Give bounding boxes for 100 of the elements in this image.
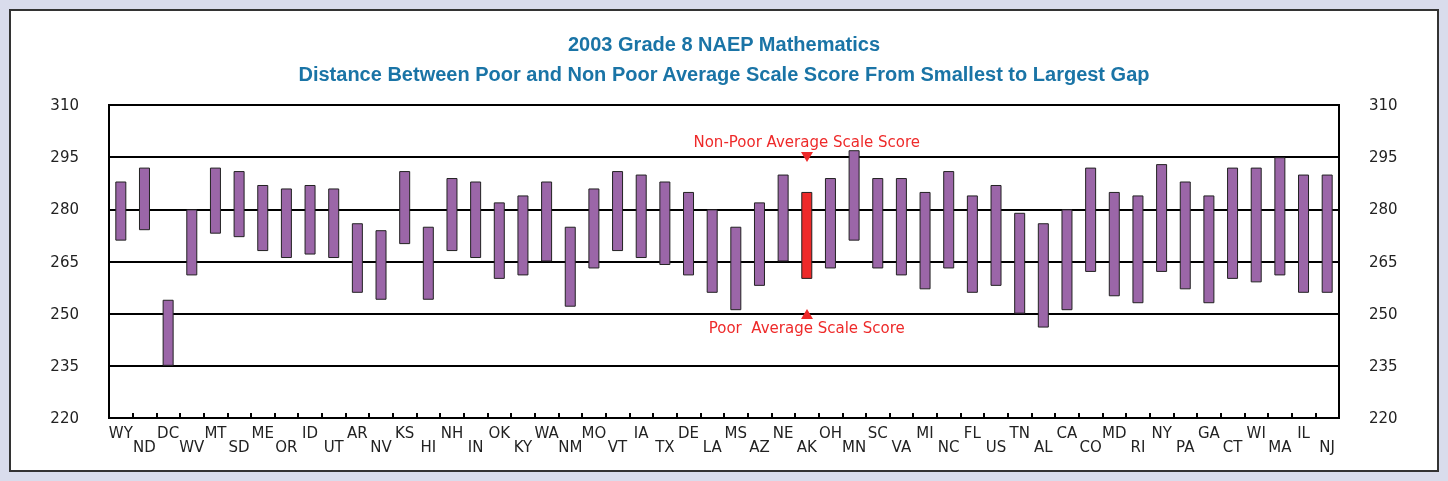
bar [186,209,198,276]
x-tick-label: MO [581,424,607,442]
y-tick-label: 310 [50,96,79,114]
y-tick-label: 220 [50,409,79,427]
y2-tick-label: 220 [1369,409,1398,427]
x-tick-label: AR [347,424,368,442]
y2-tick-label: 280 [1369,200,1398,219]
bar [1274,157,1286,276]
bar [399,171,411,245]
y-tick-label: 250 [50,304,79,323]
bar [943,171,955,269]
bar [115,181,127,241]
bar [1298,174,1310,293]
bar [138,167,150,231]
bar [824,178,836,269]
bar [777,174,789,262]
bar [351,223,363,293]
bar [1108,191,1120,297]
annotation: Non-Poor Average Scale Score [693,133,921,152]
bar [162,299,174,366]
bar [375,230,387,300]
bar [257,184,269,252]
bar [1037,223,1049,328]
bar [517,195,529,276]
x-tick-label: NY [1151,424,1173,442]
bar [470,181,482,259]
x-tick-label: LA [702,438,723,456]
x-tick-label: PA [1176,438,1196,456]
bar [990,184,1002,286]
y2-tick-label: 235 [1369,356,1398,375]
x-tick-label: SC [867,424,888,442]
x-tick-label: IA [633,424,650,442]
x-tick-label: AZ [749,438,770,456]
x-tick-label: OR [275,438,298,456]
bar [304,184,316,255]
bar [1061,209,1073,311]
x-tick-label: CA [1056,424,1079,442]
x-tick-label: OK [488,424,512,442]
bar [564,226,576,307]
chart-subtitle: Distance Between Poor and Non Poor Average Scale Score From Smallest to Largest Gap [298,63,1150,85]
x-tick-label: MA [1268,438,1293,456]
bar [1203,195,1215,304]
x-tick-label: CT [1222,438,1244,456]
x-tick-label: WY [108,424,134,442]
x-tick-label: UT [323,438,345,456]
x-tick-label: DC [157,424,180,442]
x-tick-label: ID [302,424,319,442]
bar [280,188,292,259]
y2-tick-label: 265 [1369,252,1398,271]
bar [753,202,765,286]
y2-tick-label: 295 [1369,148,1398,167]
x-tick-label: GA [1197,424,1221,442]
x-tick-label: RI [1130,438,1146,456]
x-tick-label: AK [796,438,818,456]
x-tick-label: MT [204,424,228,442]
bar [1085,167,1097,272]
bar [422,226,434,300]
x-tick-label: MI [916,424,934,442]
bar [1156,164,1168,272]
bar [659,181,671,265]
bar [209,167,221,234]
y-tick-label: 265 [50,252,79,271]
x-tick-label: MS [724,424,748,442]
x-tick-label: VT [607,438,629,456]
x-tick-label: WA [534,424,560,442]
bar [1014,212,1026,314]
bar [966,195,978,293]
x-tick-label: NC [937,438,960,456]
bar [1227,167,1239,279]
x-tick-label: ME [251,424,274,442]
x-tick-label: SD [228,438,250,456]
bar [919,191,931,290]
bar [730,226,742,311]
x-tick-label: VA [891,438,912,456]
bar [1179,181,1191,290]
x-tick-label: HI [420,438,437,456]
x-tick-label: IL [1297,424,1311,442]
bar [895,178,907,276]
x-tick-label: TX [654,438,675,456]
bar [706,209,718,293]
x-tick-label: NH [440,424,464,442]
x-tick-label: MN [842,438,867,456]
bar [446,178,458,252]
bar [328,188,340,259]
y2-tick-label: 250 [1369,304,1398,323]
y-tick-label: 280 [50,200,79,219]
x-tick-label: MD [1102,424,1127,442]
y-tick-label: 235 [50,356,79,375]
x-tick-label: NJ [1319,438,1335,456]
x-tick-label: FL [963,424,982,442]
bar [588,188,600,269]
x-tick-label: CO [1079,438,1102,456]
annotation: Poor Average Scale Score [708,319,905,338]
x-tick-label: US [985,438,1007,456]
x-tick-label: NM [558,438,583,456]
y-tick-label: 295 [50,148,79,167]
x-tick-label: AL [1034,438,1054,456]
x-tick-label: KS [394,424,415,442]
bar [683,191,695,276]
bar [848,150,860,241]
